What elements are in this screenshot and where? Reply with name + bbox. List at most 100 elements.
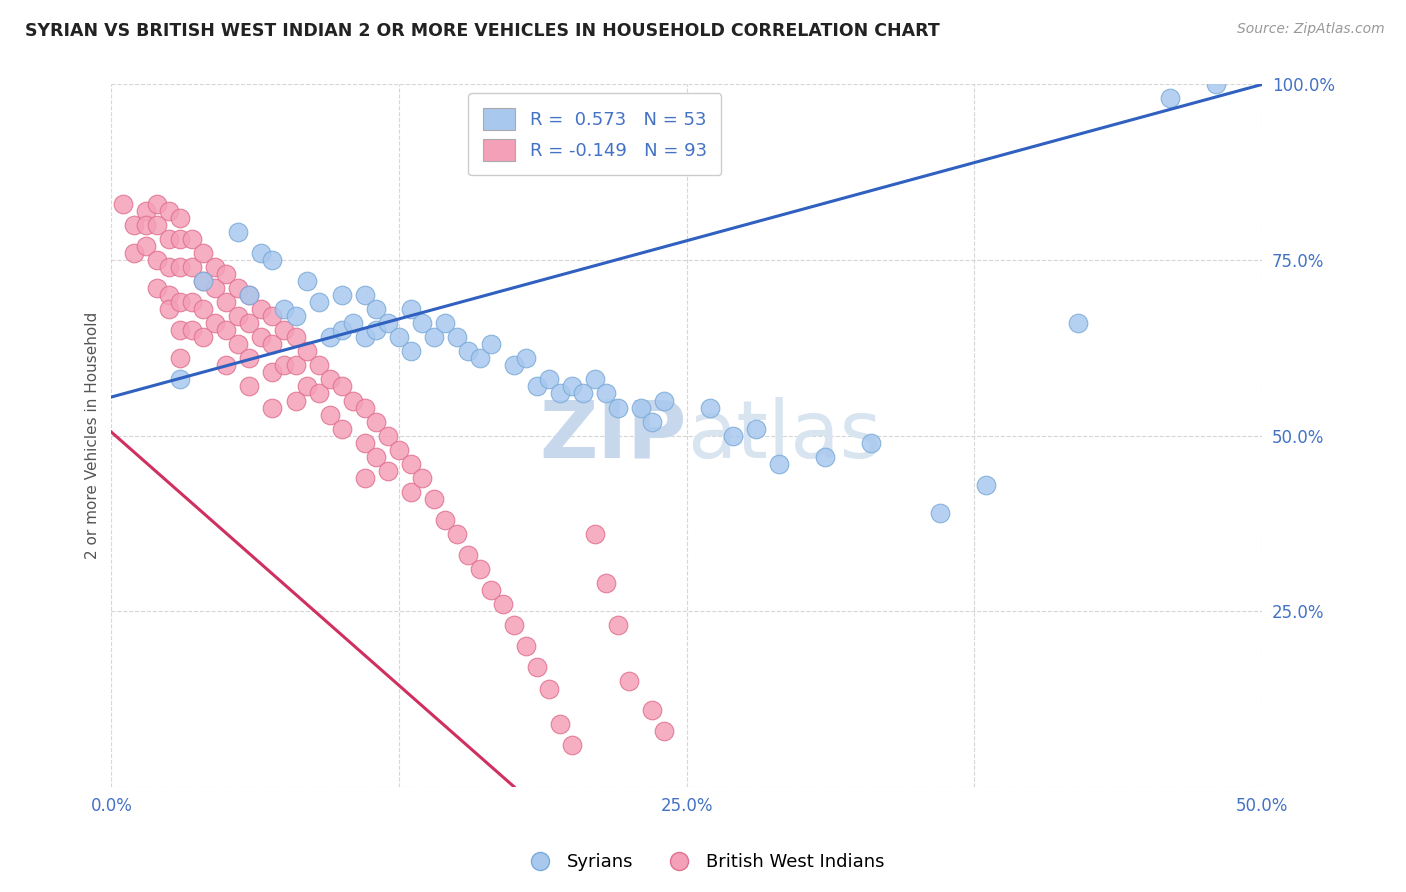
Point: [422, 330, 444, 344]
Point: [377, 316, 399, 330]
Point: [308, 386, 330, 401]
Point: [561, 379, 583, 393]
Point: [721, 428, 744, 442]
Point: [699, 401, 721, 415]
Point: [169, 323, 191, 337]
Point: [377, 428, 399, 442]
Point: [457, 548, 479, 562]
Point: [262, 366, 284, 380]
Point: [181, 232, 204, 246]
Point: [204, 316, 226, 330]
Point: [330, 323, 353, 337]
Point: [250, 302, 273, 317]
Point: [169, 211, 191, 225]
Text: Source: ZipAtlas.com: Source: ZipAtlas.com: [1237, 22, 1385, 37]
Point: [330, 379, 353, 393]
Point: [652, 393, 675, 408]
Point: [146, 197, 169, 211]
Point: [226, 281, 249, 295]
Point: [537, 372, 560, 386]
Point: [295, 274, 318, 288]
Point: [583, 372, 606, 386]
Point: [515, 640, 537, 654]
Legend: Syrians, British West Indians: Syrians, British West Indians: [515, 847, 891, 879]
Point: [157, 203, 180, 218]
Point: [124, 218, 146, 232]
Point: [169, 372, 191, 386]
Legend: R =  0.573   N = 53, R = -0.149   N = 93: R = 0.573 N = 53, R = -0.149 N = 93: [468, 94, 721, 176]
Point: [169, 351, 191, 366]
Point: [1205, 78, 1227, 92]
Point: [583, 527, 606, 541]
Point: [446, 527, 468, 541]
Point: [434, 513, 457, 527]
Point: [319, 330, 342, 344]
Point: [342, 316, 364, 330]
Point: [181, 323, 204, 337]
Point: [479, 337, 502, 351]
Point: [319, 372, 342, 386]
Point: [250, 246, 273, 260]
Point: [157, 288, 180, 302]
Point: [353, 471, 375, 485]
Point: [319, 408, 342, 422]
Point: [1159, 91, 1181, 105]
Point: [606, 618, 628, 632]
Point: [353, 330, 375, 344]
Point: [928, 506, 950, 520]
Point: [215, 267, 238, 281]
Point: [619, 674, 641, 689]
Text: ZIP: ZIP: [540, 397, 686, 475]
Point: [215, 359, 238, 373]
Point: [652, 723, 675, 738]
Point: [353, 435, 375, 450]
Point: [814, 450, 837, 464]
Point: [308, 359, 330, 373]
Point: [859, 435, 882, 450]
Point: [215, 295, 238, 310]
Point: [745, 422, 768, 436]
Point: [548, 386, 571, 401]
Point: [595, 576, 617, 591]
Point: [273, 323, 295, 337]
Point: [411, 316, 433, 330]
Point: [422, 491, 444, 506]
Point: [262, 401, 284, 415]
Point: [262, 253, 284, 268]
Point: [641, 702, 664, 716]
Point: [503, 359, 526, 373]
Point: [295, 379, 318, 393]
Point: [768, 457, 790, 471]
Point: [238, 288, 260, 302]
Point: [364, 415, 387, 429]
Point: [364, 302, 387, 317]
Point: [491, 597, 513, 611]
Point: [630, 401, 652, 415]
Point: [135, 218, 157, 232]
Point: [468, 562, 491, 576]
Point: [479, 583, 502, 598]
Point: [204, 281, 226, 295]
Point: [364, 323, 387, 337]
Point: [503, 618, 526, 632]
Point: [572, 386, 595, 401]
Text: atlas: atlas: [686, 397, 882, 475]
Point: [204, 260, 226, 274]
Point: [262, 310, 284, 324]
Text: SYRIAN VS BRITISH WEST INDIAN 2 OR MORE VEHICLES IN HOUSEHOLD CORRELATION CHART: SYRIAN VS BRITISH WEST INDIAN 2 OR MORE …: [25, 22, 941, 40]
Point: [226, 225, 249, 239]
Point: [606, 401, 628, 415]
Point: [561, 738, 583, 752]
Point: [146, 281, 169, 295]
Point: [434, 316, 457, 330]
Point: [388, 442, 411, 457]
Point: [135, 239, 157, 253]
Point: [238, 351, 260, 366]
Point: [974, 478, 997, 492]
Point: [548, 716, 571, 731]
Point: [295, 344, 318, 359]
Point: [169, 295, 191, 310]
Point: [193, 274, 215, 288]
Point: [446, 330, 468, 344]
Point: [411, 471, 433, 485]
